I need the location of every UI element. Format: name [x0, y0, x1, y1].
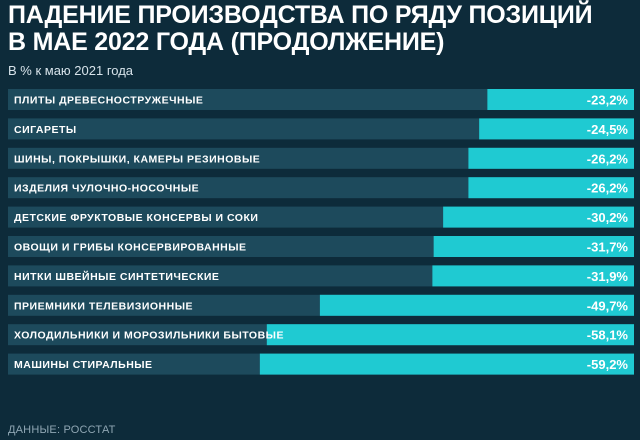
bar-category-label: ПЛИТЫ ДРЕВЕСНОСТРУЖЕЧНЫЕ: [14, 95, 203, 107]
bar-value-label: -31,9%: [587, 269, 629, 284]
bar-track: [8, 89, 634, 110]
bar-row: ОВОЩИ И ГРИБЫ КОНСЕРВИРОВАННЫЕ -31,7%: [8, 236, 634, 257]
bar-row: ХОЛОДИЛЬНИКИ И МОРОЗИЛЬНИКИ БЫТОВЫЕ -58,1…: [8, 324, 634, 346]
bar-category-label: НИТКИ ШВЕЙНЫЕ СИНТЕТИЧЕСКИЕ: [14, 270, 219, 283]
bar: [432, 265, 634, 287]
bar: [319, 294, 634, 316]
bar-category-label: СИГАРЕТЫ: [14, 124, 77, 136]
bar: [468, 147, 634, 169]
bar: [266, 324, 634, 346]
bar: [259, 353, 634, 375]
bar: [487, 89, 634, 110]
chart-title-line-1: ПАДЕНИЕ ПРОИЗВОДСТВА ПО РЯДУ ПОЗИЦИЙ: [8, 1, 593, 29]
bar-category-label: ДЕТСКИЕ ФРУКТОВЫЕ КОНСЕРВЫ И СОКИ: [14, 212, 258, 224]
bar-row: НИТКИ ШВЕЙНЫЕ СИНТЕТИЧЕСКИЕ -31,9%: [8, 265, 634, 287]
bar: [443, 206, 634, 228]
bar-value-label: -49,7%: [587, 298, 629, 313]
bar-value-label: -31,7%: [587, 240, 629, 255]
bar-value-label: -26,2%: [587, 151, 629, 166]
bar-value-label: -58,1%: [587, 328, 629, 343]
bar-value-label: -24,5%: [587, 122, 629, 137]
bar-row: ДЕТСКИЕ ФРУКТОВЫЕ КОНСЕРВЫ И СОКИ -30,2%: [8, 206, 634, 228]
bar-track: [8, 118, 634, 140]
bar-row: ПЛИТЫ ДРЕВЕСНОСТРУЖЕЧНЫЕ -23,2%: [8, 89, 634, 110]
bar-category-label: ИЗДЕЛИЯ ЧУЛОЧНО-НОСОЧНЫЕ: [14, 183, 199, 195]
bar: [468, 177, 634, 199]
data-source: ДАННЫЕ: РОССТАТ: [8, 424, 116, 436]
bar: [433, 236, 634, 257]
bar-value-label: -26,2%: [587, 181, 629, 196]
chart-title-line-2: В МАЕ 2022 ГОДА (ПРОДОЛЖЕНИЕ): [8, 28, 445, 56]
bar-row: ШИНЫ, ПОКРЫШКИ, КАМЕРЫ РЕЗИНОВЫЕ -26,2%: [8, 147, 634, 169]
chart-title: ПАДЕНИЕ ПРОИЗВОДСТВА ПО РЯДУ ПОЗИЦИЙ В М…: [8, 2, 634, 56]
bar-row: ИЗДЕЛИЯ ЧУЛОЧНО-НОСОЧНЫЕ -26,2%: [8, 177, 634, 199]
bar-category-label: ХОЛОДИЛЬНИКИ И МОРОЗИЛЬНИКИ БЫТОВЫЕ: [14, 330, 284, 342]
bar-value-label: -59,2%: [587, 357, 629, 372]
bar-row: МАШИНЫ СТИРАЛЬНЫЕ -59,2%: [8, 353, 634, 375]
bar-row: ПРИЕМНИКИ ТЕЛЕВИЗИОННЫЕ -49,7%: [8, 294, 634, 316]
bar-category-label: ШИНЫ, ПОКРЫШКИ, КАМЕРЫ РЕЗИНОВЫЕ: [14, 153, 260, 165]
bar-category-label: МАШИНЫ СТИРАЛЬНЫЕ: [14, 359, 153, 371]
bar-value-label: -23,2%: [587, 93, 629, 108]
bar-row: СИГАРЕТЫ -24,5%: [8, 118, 634, 140]
bar: [479, 118, 634, 140]
bar-category-label: ПРИЕМНИКИ ТЕЛЕВИЗИОННЫЕ: [14, 300, 193, 312]
bar-category-label: ОВОЩИ И ГРИБЫ КОНСЕРВИРОВАННЫЕ: [14, 242, 247, 254]
chart-subtitle: В % к маю 2021 года: [8, 63, 134, 78]
bar-value-label: -30,2%: [587, 210, 629, 225]
